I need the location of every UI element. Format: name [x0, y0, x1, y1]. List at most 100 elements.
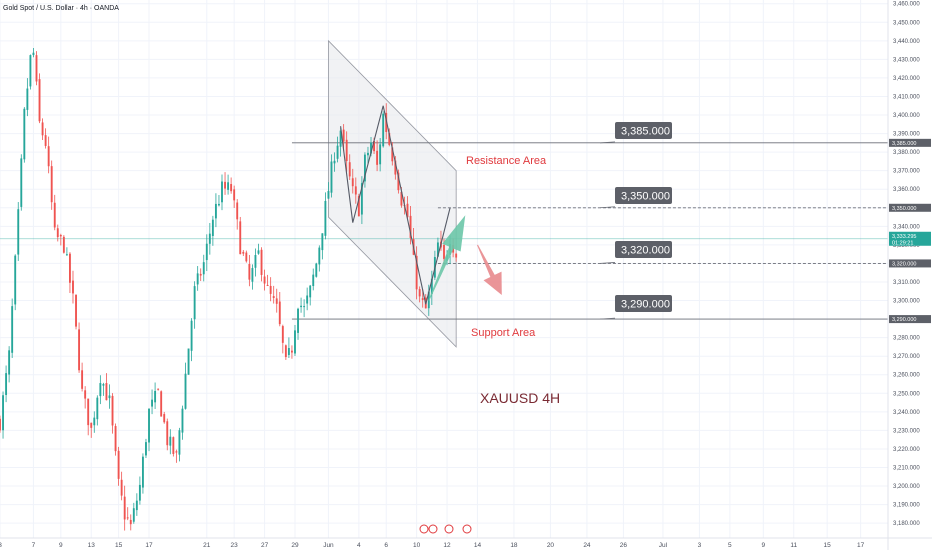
calendar-icon[interactable] — [444, 524, 454, 534]
price-tick-label: 3,260.000 — [893, 373, 920, 379]
candle-body — [29, 55, 32, 87]
candle-body — [32, 52, 35, 56]
price-tick-label: 3,280.000 — [893, 336, 920, 342]
candle-body — [218, 203, 220, 206]
level-box-3320[interactable] — [615, 241, 672, 258]
candle-body — [181, 408, 184, 433]
candle-body — [400, 191, 403, 206]
candle-body — [178, 430, 181, 455]
axis-level-tag — [889, 203, 931, 212]
candle-body — [376, 150, 379, 165]
candle-body — [8, 350, 11, 375]
candle-body — [363, 154, 366, 182]
candle-body — [199, 273, 202, 276]
candle-body — [184, 373, 187, 409]
candle-body — [69, 253, 71, 283]
candle-body — [330, 161, 333, 193]
price-tick-label: 3,200.000 — [893, 484, 920, 490]
candle-body — [397, 172, 400, 191]
current-price-tag: 3,333.295 01:29:21 — [889, 231, 931, 246]
candle-body — [84, 390, 87, 399]
time-tick-label: Jun — [323, 542, 334, 549]
candle-body — [202, 262, 205, 275]
event-icon[interactable] — [428, 524, 438, 534]
candle-body — [208, 233, 211, 244]
price-tick-label: 3,420.000 — [893, 76, 920, 82]
candle-body — [96, 397, 99, 420]
candle-body — [47, 146, 50, 167]
candle-body — [300, 305, 303, 308]
price-tick-label: 3,250.000 — [893, 391, 920, 397]
candle-body — [306, 295, 309, 304]
candle-body — [151, 399, 153, 407]
candle-body — [117, 450, 120, 479]
candle-body — [135, 500, 138, 511]
candle-body — [294, 330, 296, 354]
candle-body — [53, 202, 56, 228]
candle-body — [248, 264, 251, 280]
level-label-3290: 3,290.000 — [621, 299, 670, 311]
time-tick-label: 20 — [547, 542, 555, 549]
price-tick-label: 3,380.000 — [893, 150, 920, 156]
candle-body — [230, 184, 233, 192]
candle-body — [275, 298, 278, 304]
channel-area — [328, 39, 457, 348]
candle-body — [145, 442, 147, 456]
candle-body — [11, 306, 14, 353]
time-tick-label: 9 — [762, 542, 766, 549]
candle-body — [141, 456, 144, 488]
candle-body — [111, 395, 114, 426]
candle-body — [251, 268, 254, 282]
price-tick-label: 3,360.000 — [893, 187, 920, 193]
level-box-3350[interactable] — [615, 187, 672, 204]
candle-body — [87, 398, 90, 426]
time-tick-label: 23 — [231, 542, 239, 549]
level-box-3290[interactable] — [615, 295, 672, 312]
axis-level-tag-label: 3,320.000 — [892, 261, 916, 267]
level-connector — [599, 206, 616, 209]
descending-channel — [328, 39, 457, 348]
level-box-3385[interactable] — [615, 122, 672, 139]
time-tick-label: 15 — [824, 542, 832, 549]
time-axis[interactable]: 3 7 9 13 15 17 21 23 27 29 Jun 4 6 10 12 14 18 20 24 26 Jul 3… — [0, 542, 865, 549]
candle-body — [388, 132, 391, 145]
news-icon[interactable] — [462, 524, 472, 534]
candle-body — [62, 236, 65, 253]
chart-tool-icons — [419, 524, 472, 534]
candle-body — [120, 479, 123, 496]
time-tick-label: 14 — [474, 542, 482, 549]
candle-body — [148, 408, 150, 443]
projection-arrows — [428, 215, 502, 301]
flag-icon[interactable] — [419, 524, 429, 534]
time-tick-label: 17 — [857, 542, 865, 549]
candle-body — [351, 178, 354, 187]
candle-body — [239, 221, 242, 255]
candle-body — [123, 496, 126, 520]
candle-body — [303, 306, 306, 308]
candle-body — [59, 234, 62, 237]
candle-body — [312, 274, 315, 287]
time-tick-label: 24 — [583, 542, 591, 549]
time-tick-label: 26 — [620, 542, 628, 549]
level-connector — [599, 262, 616, 264]
axis-level-tag — [889, 138, 931, 147]
level-connector — [599, 141, 616, 144]
time-tick-label: 12 — [443, 542, 451, 549]
candle-body — [163, 414, 166, 423]
candle-body — [373, 141, 375, 152]
level-label-3320: 3,320.000 — [621, 245, 670, 257]
candle-body — [455, 253, 458, 258]
bullish-arrow — [428, 215, 466, 301]
candle-body — [418, 289, 421, 297]
candle-body — [50, 166, 53, 203]
current-price-value: 3,333.295 — [892, 234, 916, 240]
candle-body — [284, 345, 287, 358]
axis-level-tag — [889, 259, 931, 268]
time-tick-label: 18 — [510, 542, 518, 549]
level-label-3385: 3,385.000 — [621, 126, 670, 138]
time-tick-label: 3 — [698, 542, 702, 549]
candle-body — [233, 189, 236, 201]
candle-body — [391, 147, 394, 162]
